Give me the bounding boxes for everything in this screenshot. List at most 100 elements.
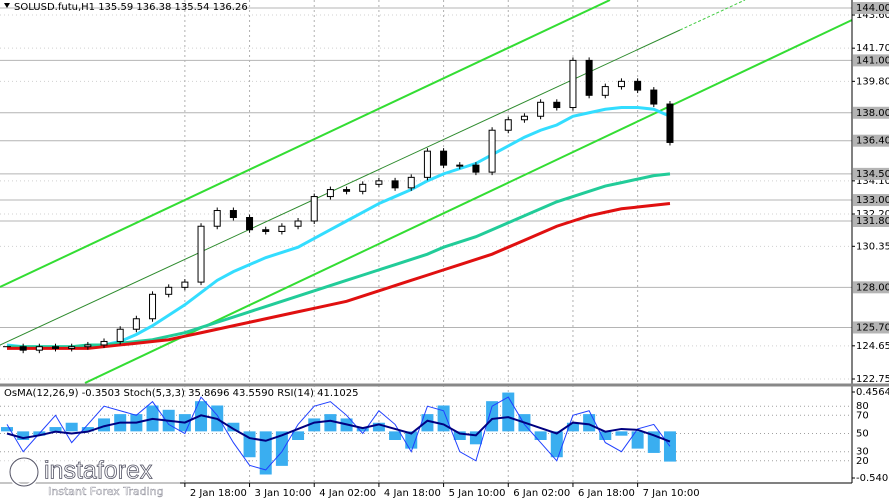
moving-average: [7, 172, 671, 349]
osma-bar: [599, 431, 612, 440]
x-tick-label: 4 Jan 02:00: [319, 488, 376, 499]
osma-bar: [486, 401, 499, 432]
candle: [68, 346, 76, 349]
level-label-box: [853, 321, 889, 334]
osma-bar: [469, 431, 482, 445]
osma-bar: [356, 427, 369, 432]
candle: [165, 286, 173, 295]
level-label-box: [853, 54, 889, 67]
candle: [585, 59, 593, 96]
candle: [666, 103, 674, 143]
candle: [213, 210, 221, 227]
level-label: 134.50: [856, 169, 889, 180]
candle: [472, 164, 480, 173]
candle: [537, 101, 545, 117]
level-label-box: [853, 281, 889, 294]
y-tick-label: 124.65: [856, 341, 889, 352]
logo: instaforex Instant Forex Trading: [0, 455, 180, 500]
candle: [229, 210, 237, 219]
level-label: 138.00: [856, 108, 889, 119]
candle: [423, 150, 431, 178]
osma-bar: [566, 422, 579, 432]
level-label-box: [853, 215, 889, 228]
osma-bar: [502, 392, 515, 432]
candle: [294, 220, 302, 227]
osma-bar: [372, 422, 385, 432]
level-label-box: [853, 106, 889, 119]
candle: [359, 183, 367, 192]
osma-bar: [292, 431, 305, 440]
y-tick-label: 143.60: [856, 10, 889, 21]
logo-tagline: Instant Forex Trading: [48, 485, 164, 498]
stoch-line: [6, 396, 671, 471]
osma-bar: [49, 427, 62, 432]
osma-bar: [1, 427, 13, 432]
candle: [407, 176, 415, 189]
candle: [343, 189, 351, 192]
candle: [84, 344, 92, 348]
level-label: 133.00: [856, 195, 889, 206]
candle: [569, 59, 577, 109]
candle: [520, 115, 528, 121]
oscillator-level-label: 70: [856, 410, 869, 421]
osma-bar: [663, 431, 676, 462]
y-tick-label: 132.20: [856, 209, 889, 220]
grid-layer: [0, 0, 852, 483]
trend-line: [0, 29, 681, 346]
oscillator-tick-label: -0.5406: [856, 473, 889, 484]
osma-bar: [259, 431, 272, 475]
osma-bar: [615, 431, 628, 436]
moving-average: [7, 202, 671, 350]
oscillator-level-label: 30: [856, 447, 869, 458]
x-tick-label: 2 Jan 18:00: [190, 488, 247, 499]
y-tick-label: 139.80: [856, 76, 889, 87]
osma-bar: [17, 431, 30, 440]
symbol-header: SOLUSD.futu,H1 135.59 136.38 135.54 136.…: [14, 2, 248, 13]
candle: [149, 293, 157, 320]
y-tick-label: 134.10: [856, 176, 889, 187]
y-tick-label: 141.70: [856, 43, 889, 54]
level-label-box: [853, 167, 889, 180]
logo-icon-outline: [9, 457, 39, 487]
osma-bar: [227, 422, 240, 432]
level-label-box: [853, 194, 889, 207]
x-tick-label: 4 Jan 18:00: [384, 488, 441, 499]
candle: [262, 229, 270, 232]
osma-bar: [437, 405, 450, 432]
level-label: 144.00: [856, 3, 889, 14]
candle: [197, 225, 205, 283]
osma-bar: [550, 431, 563, 458]
osma-bar: [275, 431, 288, 466]
x-tick-label: 7 Jan 10:00: [643, 488, 700, 499]
candle: [650, 89, 658, 105]
level-label: 136.40: [856, 136, 889, 147]
osma-bar: [534, 431, 547, 440]
level-label-box: [853, 134, 889, 147]
symbol-menu-icon[interactable]: [4, 3, 10, 8]
candles: [3, 57, 674, 354]
candle: [52, 346, 60, 349]
x-tick-label: 3 Jan 10:00: [255, 488, 312, 499]
candle: [601, 86, 609, 96]
level-label: 141.00: [856, 55, 889, 66]
y-tick-label: 130.35: [856, 241, 889, 252]
level-label-box: [853, 2, 889, 15]
level-label: 125.70: [856, 322, 889, 333]
channel-upper: [0, 0, 611, 288]
logo-backdrop: [0, 455, 180, 500]
osma-bar: [453, 431, 466, 440]
candle: [326, 189, 334, 198]
rsi-line: [6, 414, 671, 443]
y-tick-label: 122.75: [856, 374, 889, 385]
osma-bar: [324, 414, 337, 432]
trend-line-extension: [679, 0, 746, 31]
candle: [310, 196, 318, 222]
oscillator-level-label: 80: [856, 401, 869, 412]
x-tick-label: 6 Jan 02:00: [513, 488, 570, 499]
candle: [553, 101, 561, 109]
oscillator-header: OsMA(12,26,9) -0.3503 Stoch(5,3,3) 35.86…: [4, 388, 359, 399]
candle: [132, 318, 140, 330]
level-label: 131.80: [856, 216, 889, 227]
candle: [456, 164, 464, 167]
